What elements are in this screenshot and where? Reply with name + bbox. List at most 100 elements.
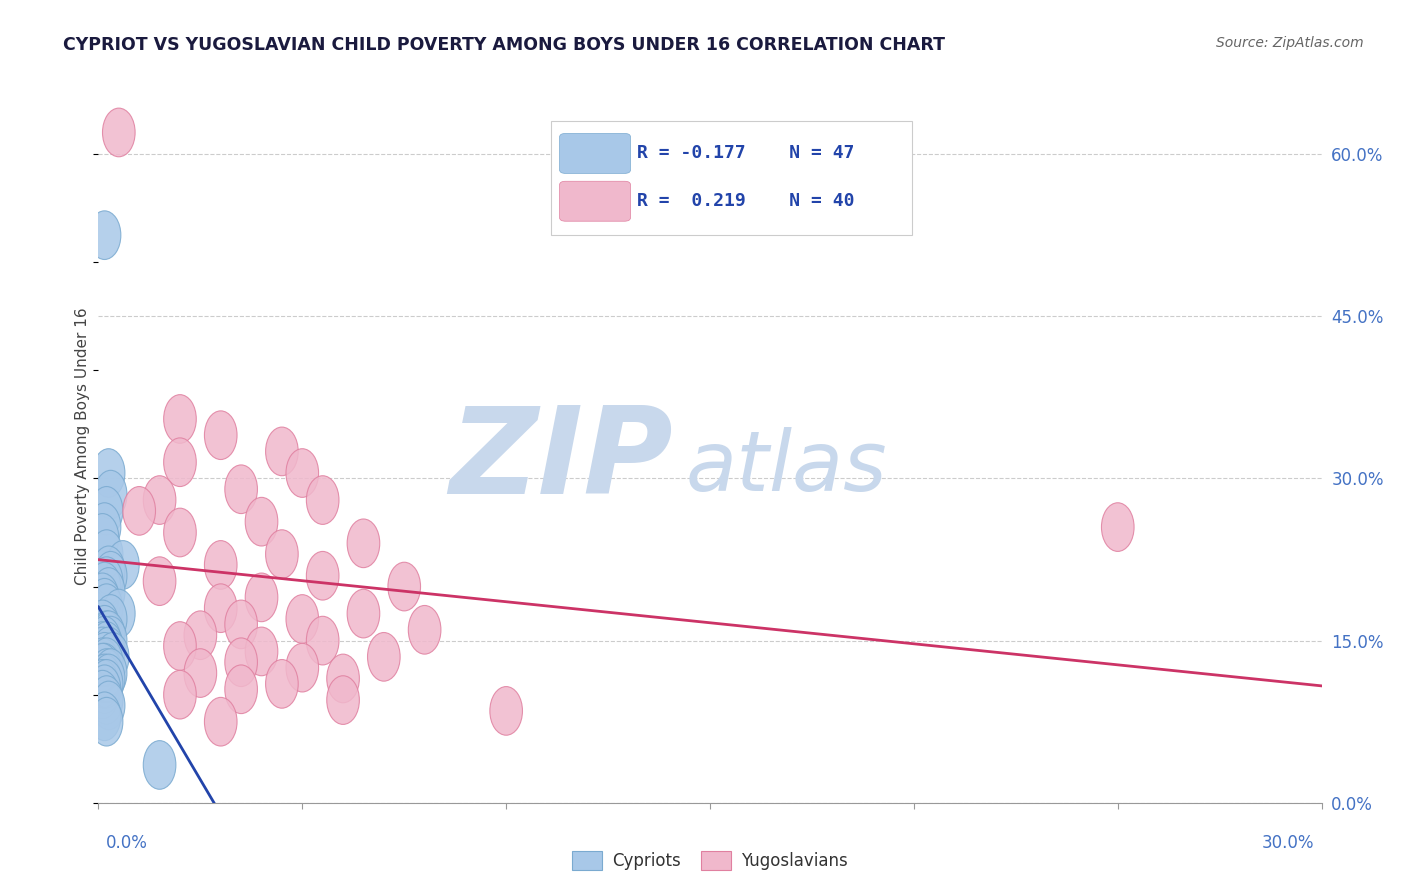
Text: atlas: atlas <box>686 427 887 508</box>
Ellipse shape <box>90 659 122 708</box>
Ellipse shape <box>163 394 197 443</box>
Ellipse shape <box>93 449 125 498</box>
Y-axis label: Child Poverty Among Boys Under 16: Child Poverty Among Boys Under 16 <box>75 307 90 585</box>
Ellipse shape <box>93 681 125 730</box>
Ellipse shape <box>143 557 176 606</box>
Ellipse shape <box>89 578 121 627</box>
Ellipse shape <box>184 611 217 659</box>
Ellipse shape <box>94 648 127 698</box>
Ellipse shape <box>89 654 121 703</box>
Ellipse shape <box>93 654 125 703</box>
Ellipse shape <box>86 627 120 676</box>
Ellipse shape <box>307 475 339 524</box>
Ellipse shape <box>86 514 120 562</box>
Ellipse shape <box>225 465 257 514</box>
Ellipse shape <box>163 622 197 671</box>
Ellipse shape <box>86 643 120 692</box>
Ellipse shape <box>86 638 120 687</box>
Ellipse shape <box>86 600 120 648</box>
Ellipse shape <box>326 654 360 703</box>
Ellipse shape <box>225 665 257 714</box>
Ellipse shape <box>94 470 127 519</box>
Text: 30.0%: 30.0% <box>1263 834 1315 852</box>
Text: R = -0.177    N = 47: R = -0.177 N = 47 <box>637 145 853 162</box>
Ellipse shape <box>89 665 121 714</box>
Ellipse shape <box>103 108 135 157</box>
Ellipse shape <box>347 519 380 567</box>
Ellipse shape <box>94 551 127 600</box>
Text: R =  0.219    N = 40: R = 0.219 N = 40 <box>637 193 853 211</box>
Ellipse shape <box>89 643 121 692</box>
Ellipse shape <box>245 498 278 546</box>
Ellipse shape <box>103 590 135 638</box>
Text: Source: ZipAtlas.com: Source: ZipAtlas.com <box>1216 36 1364 50</box>
Ellipse shape <box>89 692 121 740</box>
FancyBboxPatch shape <box>560 134 630 173</box>
Ellipse shape <box>93 627 125 676</box>
Ellipse shape <box>90 622 122 671</box>
Ellipse shape <box>94 616 127 665</box>
Ellipse shape <box>184 648 217 698</box>
Ellipse shape <box>89 503 121 551</box>
Ellipse shape <box>285 449 319 498</box>
Ellipse shape <box>326 676 360 724</box>
Ellipse shape <box>107 541 139 590</box>
Ellipse shape <box>204 411 238 459</box>
Ellipse shape <box>245 627 278 676</box>
Text: ZIP: ZIP <box>450 401 673 519</box>
Ellipse shape <box>93 546 125 595</box>
Ellipse shape <box>90 557 122 606</box>
Ellipse shape <box>204 584 238 632</box>
Ellipse shape <box>204 541 238 590</box>
Ellipse shape <box>163 671 197 719</box>
Ellipse shape <box>90 611 122 659</box>
Ellipse shape <box>408 606 441 654</box>
FancyBboxPatch shape <box>560 181 630 221</box>
Ellipse shape <box>307 616 339 665</box>
Ellipse shape <box>90 638 122 687</box>
Ellipse shape <box>94 595 127 643</box>
Ellipse shape <box>86 659 120 708</box>
Ellipse shape <box>225 638 257 687</box>
Ellipse shape <box>90 584 122 632</box>
FancyBboxPatch shape <box>551 121 912 235</box>
Ellipse shape <box>90 698 122 746</box>
Text: 0.0%: 0.0% <box>105 834 148 852</box>
Ellipse shape <box>143 740 176 789</box>
Ellipse shape <box>388 562 420 611</box>
Ellipse shape <box>245 573 278 622</box>
Ellipse shape <box>90 486 122 535</box>
Ellipse shape <box>86 573 120 622</box>
Ellipse shape <box>225 600 257 648</box>
Ellipse shape <box>204 698 238 746</box>
Ellipse shape <box>143 475 176 524</box>
Ellipse shape <box>266 427 298 475</box>
Ellipse shape <box>89 211 121 260</box>
Ellipse shape <box>266 659 298 708</box>
Ellipse shape <box>1101 503 1135 551</box>
Ellipse shape <box>89 562 121 611</box>
Ellipse shape <box>266 530 298 578</box>
Ellipse shape <box>163 438 197 486</box>
Text: CYPRIOT VS YUGOSLAVIAN CHILD POVERTY AMONG BOYS UNDER 16 CORRELATION CHART: CYPRIOT VS YUGOSLAVIAN CHILD POVERTY AMO… <box>63 36 945 54</box>
Ellipse shape <box>93 611 125 659</box>
Ellipse shape <box>89 606 121 654</box>
Ellipse shape <box>86 622 120 671</box>
Ellipse shape <box>285 595 319 643</box>
Ellipse shape <box>122 486 156 535</box>
Ellipse shape <box>93 567 125 616</box>
Ellipse shape <box>163 508 197 557</box>
Legend: Cypriots, Yugoslavians: Cypriots, Yugoslavians <box>565 844 855 877</box>
Ellipse shape <box>89 632 121 681</box>
Ellipse shape <box>347 590 380 638</box>
Ellipse shape <box>489 687 523 735</box>
Ellipse shape <box>97 632 129 681</box>
Ellipse shape <box>285 643 319 692</box>
Ellipse shape <box>307 551 339 600</box>
Ellipse shape <box>90 676 122 724</box>
Ellipse shape <box>367 632 401 681</box>
Ellipse shape <box>90 648 122 698</box>
Ellipse shape <box>89 616 121 665</box>
Ellipse shape <box>86 671 120 719</box>
Ellipse shape <box>90 530 122 578</box>
